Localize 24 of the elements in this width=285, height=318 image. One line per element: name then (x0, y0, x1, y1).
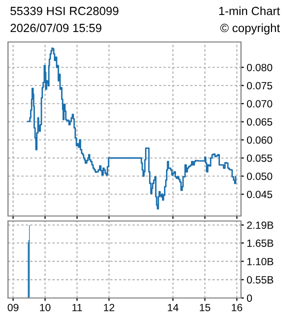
y-tick-label: 0.050 (246, 172, 272, 180)
y-tick-label: 0.080 (246, 64, 272, 72)
chart-title: 55339 HSI RC28099 (10, 6, 118, 16)
text: 1-min Chart (219, 6, 280, 16)
y-tick-label: 0.045 (246, 190, 272, 198)
y-tick-label: 0.070 (246, 100, 272, 108)
x-tick-label: 11 (72, 304, 82, 312)
y-tick-label: 0.055 (246, 154, 272, 162)
x-tick-label: 10 (40, 304, 50, 312)
y-tick-label: 0.55B (246, 276, 274, 284)
y-tick-label: 0.060 (246, 136, 272, 144)
text: 2026/07/09 15:59 (10, 24, 102, 32)
y-tick-label: 0 (246, 294, 252, 302)
x-tick-label: 14 (168, 304, 178, 312)
x-tick-label: 12 (104, 304, 114, 312)
y-tick-label: 2.19B (247, 222, 274, 229)
y-tick-label: 0.075 (246, 82, 272, 90)
y-tick-label: 1.65B (247, 240, 274, 247)
x-tick-label: 16 (232, 304, 242, 312)
x-tick-label: 15 (200, 304, 210, 312)
y-tick-label: 1.10B (247, 258, 274, 266)
text: © copyright (220, 24, 280, 34)
y-tick-label: 0.065 (246, 118, 272, 126)
x-tick-label: 09 (8, 304, 18, 312)
